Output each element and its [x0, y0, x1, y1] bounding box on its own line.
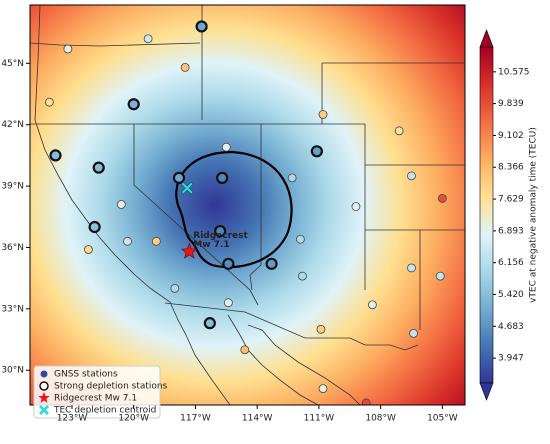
x-tick-label: 105°W [427, 414, 458, 424]
station [63, 44, 73, 54]
colorbar-extend-min [479, 382, 494, 401]
map-frame [29, 4, 466, 406]
station [151, 236, 161, 246]
strong-station [265, 257, 278, 270]
legend-label: TEC depletion centroid [53, 406, 156, 416]
station [223, 298, 233, 308]
station [180, 63, 190, 72]
centroid [180, 181, 194, 195]
strong-station [127, 98, 140, 111]
strong-station [310, 145, 323, 158]
station [170, 283, 180, 293]
legend-marker [40, 370, 48, 378]
boundaries [30, 5, 465, 405]
strong-station [195, 20, 208, 33]
y-tick-label: 36°N [1, 243, 24, 253]
vtec-field [30, 5, 465, 405]
epicenter-label: Mw 7.1 [193, 240, 229, 250]
strong-station [49, 149, 62, 162]
station [84, 245, 93, 254]
station [361, 398, 371, 405]
x-tick-label: 120°W [118, 414, 149, 424]
map [30, 5, 465, 405]
colorbar-tick-label: 7.629 [498, 195, 524, 205]
y-tick-label: 39°N [1, 182, 24, 192]
colorbar-tick-label: 9.839 [498, 99, 524, 109]
station [123, 236, 132, 246]
legend-label: GNSS stations [54, 370, 118, 380]
legend: GNSS stations Strong depletion stations Ri… [33, 365, 168, 419]
y-tick-label: 42°N [1, 120, 24, 130]
strong-station [216, 171, 229, 184]
colorbar-tick-label: 8.366 [498, 163, 524, 173]
station [316, 324, 326, 334]
legend-label: Strong depletion stations [54, 382, 168, 392]
station [44, 97, 54, 107]
legend-marker [39, 405, 49, 415]
colorbar-extend-max [479, 29, 494, 48]
station [437, 193, 447, 203]
x-tick-label: 117°W [180, 414, 211, 424]
station [351, 202, 361, 211]
station [298, 271, 307, 281]
station [409, 328, 418, 338]
colorbar-tick-label: 9.102 [498, 131, 524, 141]
y-tick-label: 45°N [1, 59, 24, 69]
legend-marker [39, 381, 49, 391]
colorbar-tick-label: 10.575 [498, 67, 530, 77]
colorbar-tick-label: 6.156 [498, 258, 524, 268]
colorbar-label: vTEC at negative anomaly time (TECU) [529, 127, 539, 303]
legend-box [33, 365, 161, 419]
strong-station [88, 220, 101, 234]
station [295, 234, 305, 244]
legend-marker [38, 392, 50, 403]
y-tick-label: 33°N [1, 304, 24, 314]
strong-station [203, 317, 216, 330]
strong-station [222, 257, 235, 270]
stations [44, 20, 447, 405]
station [407, 263, 416, 273]
colorbar-tick-label: 5.420 [498, 290, 524, 300]
station [394, 126, 404, 136]
colorbar [479, 46, 494, 384]
colorbar-tick-label: 3.947 [498, 354, 524, 364]
x-tick-label: 123°W [57, 414, 88, 424]
station [287, 173, 297, 183]
depletion-contour [175, 150, 293, 269]
strong-station [214, 224, 227, 238]
station [407, 171, 416, 181]
station [318, 110, 328, 119]
x-tick-label: 108°W [365, 414, 396, 424]
station [318, 384, 328, 394]
epicenter-label: Ridgecrest [193, 231, 248, 241]
colorbar-tick-label: 6.893 [498, 226, 524, 236]
station [368, 300, 377, 310]
epicenter [180, 242, 198, 259]
station [116, 200, 126, 209]
x-tick-label: 111°W [304, 414, 335, 424]
y-tick-label: 30°N [1, 366, 24, 376]
legend-label: Ridgecrest Mw 7.1 [54, 394, 137, 404]
strong-station [172, 171, 186, 184]
station [435, 271, 445, 281]
x-tick-label: 114°W [242, 414, 273, 424]
station [143, 34, 153, 44]
station [240, 345, 250, 355]
strong-station [92, 161, 105, 174]
station [221, 142, 231, 152]
colorbar-tick-label: 4.683 [498, 322, 524, 332]
